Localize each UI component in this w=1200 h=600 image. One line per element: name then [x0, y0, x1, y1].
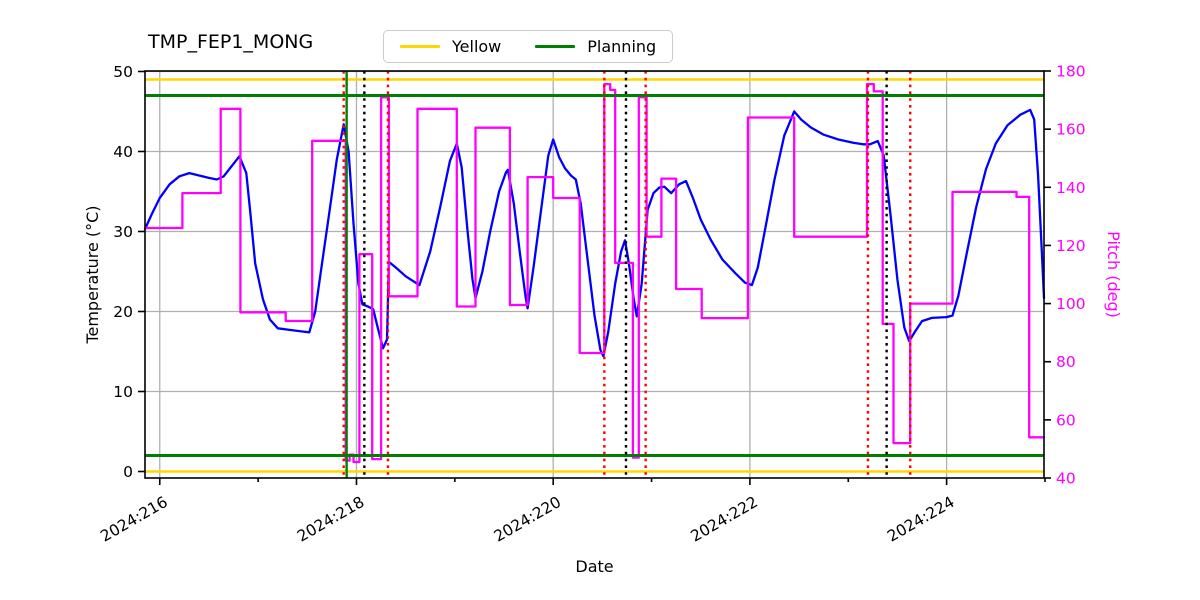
x-tick-label: 2024:218 — [294, 493, 367, 546]
pitch-series-line — [143, 82, 1046, 464]
x-tick-label: 2024:222 — [688, 493, 761, 546]
y-right-tick-label: 140 — [1056, 179, 1086, 197]
plot-border — [144, 70, 1045, 479]
x-tick-label: 2024:216 — [97, 493, 170, 546]
legend-item-yellow: Yellow — [400, 37, 501, 56]
x-tick-label: 2024:220 — [491, 493, 564, 546]
y-right-tick-label: 100 — [1056, 295, 1086, 313]
y-right-axis-label: Pitch (deg) — [1104, 231, 1123, 318]
y-left-tick-label: 0 — [123, 463, 133, 481]
temperature-series-line — [143, 108, 1046, 358]
y-right-tick-label: 40 — [1056, 470, 1076, 488]
y-right-tick-label: 180 — [1056, 63, 1086, 81]
y-left-tick-label: 20 — [113, 303, 133, 321]
y-right-tick-label: 120 — [1056, 237, 1086, 255]
x-axis-label: Date — [575, 557, 613, 576]
y-left-tick-label: 10 — [113, 383, 133, 401]
legend: Yellow Planning — [383, 30, 674, 63]
threshold-lines — [145, 78, 1044, 473]
chart-title: TMP_FEP1_MONG — [148, 31, 314, 53]
y-left-axis-label: Temperature (°C) — [83, 205, 102, 344]
y-right-tick-label: 60 — [1056, 411, 1076, 429]
y-left-tick-label: 30 — [113, 223, 133, 241]
y-right-tick-label: 160 — [1056, 121, 1086, 139]
y-left-tick-label: 40 — [113, 143, 133, 161]
x-tick-label: 2024:224 — [884, 493, 957, 546]
yellow-line-swatch — [400, 44, 440, 49]
tick-marks — [138, 70, 1051, 485]
planning-line-swatch — [535, 44, 576, 49]
y-left-tick-label: 50 — [113, 63, 133, 81]
legend-item-planning: Planning — [535, 37, 656, 56]
legend-label-planning: Planning — [587, 37, 657, 56]
event-lines — [342, 71, 912, 478]
legend-label-yellow: Yellow — [452, 37, 502, 56]
y-right-tick-label: 80 — [1056, 353, 1076, 371]
